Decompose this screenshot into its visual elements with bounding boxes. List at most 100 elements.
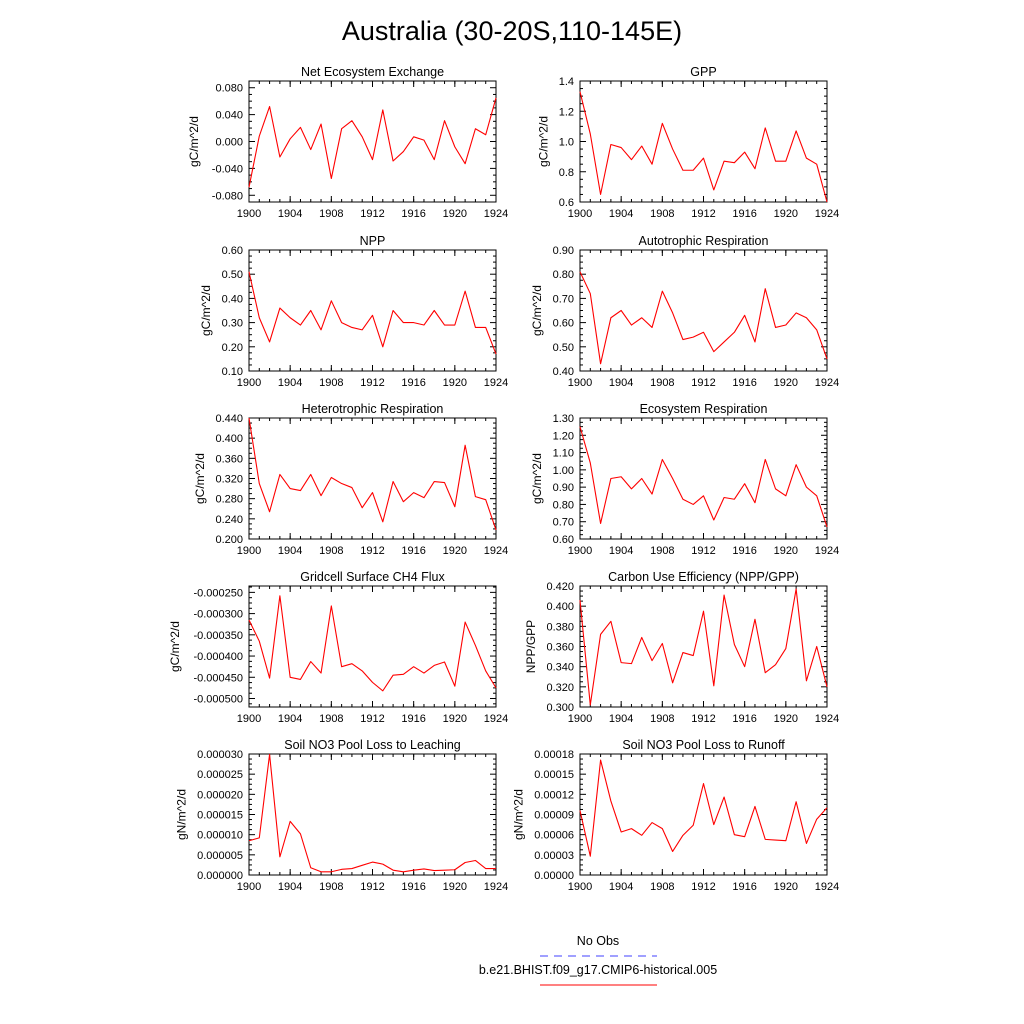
x-tick-label: 1916 <box>732 377 756 389</box>
y-tick-label: -0.000450 <box>193 672 243 684</box>
y-tick-label: 0.00006 <box>534 830 574 842</box>
series-line <box>579 588 828 706</box>
panel-title: Soil NO3 Pool Loss to Runoff <box>622 738 785 752</box>
y-tick-label: 0.70 <box>553 293 574 305</box>
y-tick-label: 0.000025 <box>197 769 243 781</box>
x-tick-label: 1900 <box>237 208 261 220</box>
x-tick-label: 1900 <box>568 881 592 893</box>
x-tick-label: 1920 <box>443 881 467 893</box>
y-tick-label: 0.000010 <box>197 830 243 842</box>
y-tick-label: 0.000015 <box>197 810 243 822</box>
panel-title: GPP <box>690 65 716 79</box>
x-tick-label: 1924 <box>815 713 839 725</box>
y-tick-label: 1.2 <box>559 106 574 118</box>
y-tick-label: 0.80 <box>553 499 574 511</box>
x-tick-label: 1900 <box>568 377 592 389</box>
legend: No Obs b.e21.BHIST.f09_g17.CMIP6-histori… <box>479 934 717 986</box>
x-tick-label: 1904 <box>609 881 633 893</box>
x-tick-label: 1916 <box>732 208 756 220</box>
y-tick-label: 0.000000 <box>197 870 243 882</box>
x-tick-label: 1920 <box>774 545 798 557</box>
y-tick-label: 0.20 <box>222 342 243 354</box>
y-tick-label: 0.40 <box>553 366 574 378</box>
y-tick-label: -0.000300 <box>193 609 243 621</box>
x-tick-label: 1908 <box>650 208 674 220</box>
y-axis-label: gC/m^2/d <box>193 453 207 504</box>
y-tick-label: 0.50 <box>222 269 243 281</box>
panel-title: Net Ecosystem Exchange <box>301 65 444 79</box>
panel-net-ecosystem-exchange: Net Ecosystem Exchange 1900 1904 1908 1912 19… <box>187 65 508 220</box>
y-tick-label: 1.00 <box>553 465 574 477</box>
y-tick-label: 0.60 <box>553 534 574 546</box>
x-tick-label: 1920 <box>774 881 798 893</box>
y-tick-label: 0.000020 <box>197 789 243 801</box>
x-tick-label: 1904 <box>609 208 633 220</box>
panel-gridcell-surface-ch4-flux: Gridcell Surface CH4 Flux 1900 1904 1908 191… <box>168 570 508 725</box>
x-tick-label: 1924 <box>815 208 839 220</box>
panel-grid: Net Ecosystem Exchange 1900 1904 1908 1912 19… <box>168 65 839 893</box>
panel-soil-no3-pool-loss-to-runoff: Soil NO3 Pool Loss to Runoff 1900 1904 1908… <box>512 738 840 893</box>
panel-title: Heterotrophic Respiration <box>302 402 444 416</box>
y-tick-label: 0.40 <box>222 293 243 305</box>
x-tick-label: 1924 <box>815 881 839 893</box>
legend-entry-model-label: b.e21.BHIST.f09_g17.CMIP6-historical.005 <box>479 963 717 977</box>
y-tick-label: 0.200 <box>215 534 243 546</box>
legend-entry-no-obs-label: No Obs <box>577 934 619 948</box>
x-tick-label: 1908 <box>650 713 674 725</box>
y-tick-label: 0.000 <box>215 137 243 149</box>
x-tick-label: 1912 <box>691 713 715 725</box>
x-tick-label: 1920 <box>774 713 798 725</box>
y-tick-label: -0.000350 <box>193 630 243 642</box>
panel-title: Gridcell Surface CH4 Flux <box>300 570 445 584</box>
series-line <box>248 271 497 355</box>
y-tick-label: 0.400 <box>215 433 243 445</box>
y-tick-label: 0.80 <box>553 269 574 281</box>
panel-soil-no3-pool-loss-to-leaching: Soil NO3 Pool Loss to Leaching 1900 1904 19… <box>174 738 508 893</box>
x-tick-label: 1924 <box>484 208 508 220</box>
y-tick-label: 0.60 <box>222 245 243 257</box>
y-tick-label: 1.4 <box>559 76 574 88</box>
x-tick-label: 1912 <box>360 881 384 893</box>
panel-title: Ecosystem Respiration <box>640 402 768 416</box>
y-tick-label: -0.040 <box>212 163 243 175</box>
x-tick-label: 1912 <box>360 208 384 220</box>
y-tick-label: 0.040 <box>215 110 243 122</box>
series-line <box>579 759 828 857</box>
x-tick-label: 1908 <box>650 377 674 389</box>
panel-ecosystem-respiration: Ecosystem Respiration 1900 1904 1908 1912 191… <box>530 402 839 557</box>
y-tick-label: 0.320 <box>546 682 574 694</box>
x-tick-label: 1924 <box>484 881 508 893</box>
y-axis-label: gC/m^2/d <box>530 453 544 504</box>
x-tick-label: 1904 <box>278 545 302 557</box>
panel-autotrophic-respiration: Autotrophic Respiration 1900 1904 1908 1912 1… <box>530 234 839 389</box>
y-axis-label: gC/m^2/d <box>168 621 182 672</box>
y-tick-label: 0.440 <box>215 413 243 425</box>
y-tick-label: 1.30 <box>553 413 574 425</box>
x-tick-label: 1924 <box>484 377 508 389</box>
y-tick-label: 0.00009 <box>534 810 574 822</box>
x-tick-label: 1920 <box>443 377 467 389</box>
y-tick-label: 0.00003 <box>534 850 574 862</box>
x-tick-label: 1912 <box>360 545 384 557</box>
y-axis-label: gC/m^2/d <box>530 285 544 336</box>
x-tick-label: 1924 <box>815 545 839 557</box>
series-line <box>248 595 497 692</box>
y-tick-label: -0.000250 <box>193 587 243 599</box>
x-tick-label: 1900 <box>568 545 592 557</box>
panel-title: NPP <box>360 234 386 248</box>
x-tick-label: 1908 <box>650 545 674 557</box>
x-tick-label: 1908 <box>650 881 674 893</box>
series-line <box>579 91 828 203</box>
x-tick-label: 1908 <box>319 713 343 725</box>
figure-title: Australia (30-20S,110-145E) <box>342 16 682 46</box>
x-tick-label: 1908 <box>319 377 343 389</box>
y-tick-label: 0.340 <box>546 662 574 674</box>
panel-gpp: GPP 1900 1904 1908 1912 1916 1920 1924 0.6 0.8 1.0… <box>536 65 839 220</box>
y-tick-label: -0.000400 <box>193 651 243 663</box>
y-tick-label: 0.90 <box>553 245 574 257</box>
series-line <box>579 271 828 365</box>
x-tick-label: 1904 <box>278 208 302 220</box>
x-tick-label: 1920 <box>443 545 467 557</box>
y-tick-label: 0.420 <box>546 581 574 593</box>
